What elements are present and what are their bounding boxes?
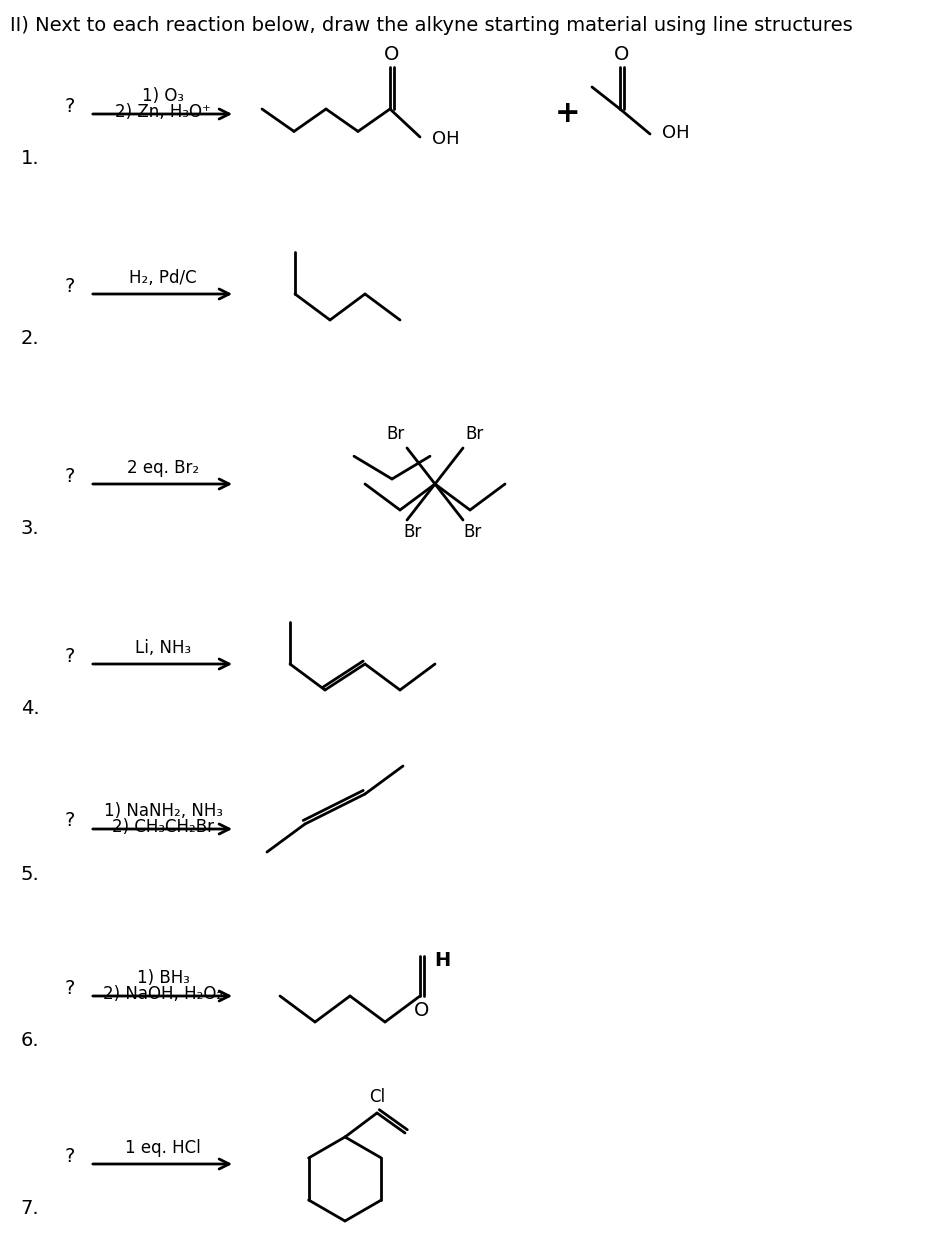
Text: 2.: 2. xyxy=(21,330,40,348)
Text: ?: ? xyxy=(65,466,76,485)
Text: ?: ? xyxy=(65,97,76,116)
Text: O: O xyxy=(414,1000,430,1020)
Text: 1 eq. HCl: 1 eq. HCl xyxy=(126,1140,201,1157)
Text: Br: Br xyxy=(387,425,405,443)
Text: Cl: Cl xyxy=(369,1088,385,1106)
Text: 3.: 3. xyxy=(21,520,40,539)
Text: H₂, Pd/C: H₂, Pd/C xyxy=(129,269,196,287)
Text: Br: Br xyxy=(465,425,483,443)
Text: 2) CH₃CH₂Br: 2) CH₃CH₂Br xyxy=(112,819,214,836)
Text: 7.: 7. xyxy=(21,1199,40,1219)
Text: 1.: 1. xyxy=(21,149,40,168)
Text: O: O xyxy=(615,46,630,65)
Text: 4.: 4. xyxy=(21,699,40,719)
Text: +: + xyxy=(555,100,581,128)
Text: ?: ? xyxy=(65,276,76,296)
Text: OH: OH xyxy=(662,124,690,142)
Text: ?: ? xyxy=(65,1147,76,1166)
Text: 1) O₃: 1) O₃ xyxy=(142,87,184,104)
Text: OH: OH xyxy=(432,131,460,148)
Text: 2) Zn, H₃O⁺: 2) Zn, H₃O⁺ xyxy=(115,103,211,121)
Text: O: O xyxy=(384,46,399,65)
Text: ?: ? xyxy=(65,979,76,998)
Text: Li, NH₃: Li, NH₃ xyxy=(135,639,191,657)
Text: 5.: 5. xyxy=(21,865,40,883)
Text: Br: Br xyxy=(403,522,421,541)
Text: 2) NaOH, H₂O₂: 2) NaOH, H₂O₂ xyxy=(103,985,223,1003)
Text: ?: ? xyxy=(65,811,76,831)
Text: 1) NaNH₂, NH₃: 1) NaNH₂, NH₃ xyxy=(104,802,223,820)
Text: 1) BH₃: 1) BH₃ xyxy=(137,969,190,986)
Text: Br: Br xyxy=(463,522,481,541)
Text: 2 eq. Br₂: 2 eq. Br₂ xyxy=(126,459,199,476)
Text: ?: ? xyxy=(65,647,76,666)
Text: 6.: 6. xyxy=(21,1031,40,1050)
Text: II) Next to each reaction below, draw the alkyne starting material using line st: II) Next to each reaction below, draw th… xyxy=(10,16,852,35)
Text: H: H xyxy=(434,952,450,970)
